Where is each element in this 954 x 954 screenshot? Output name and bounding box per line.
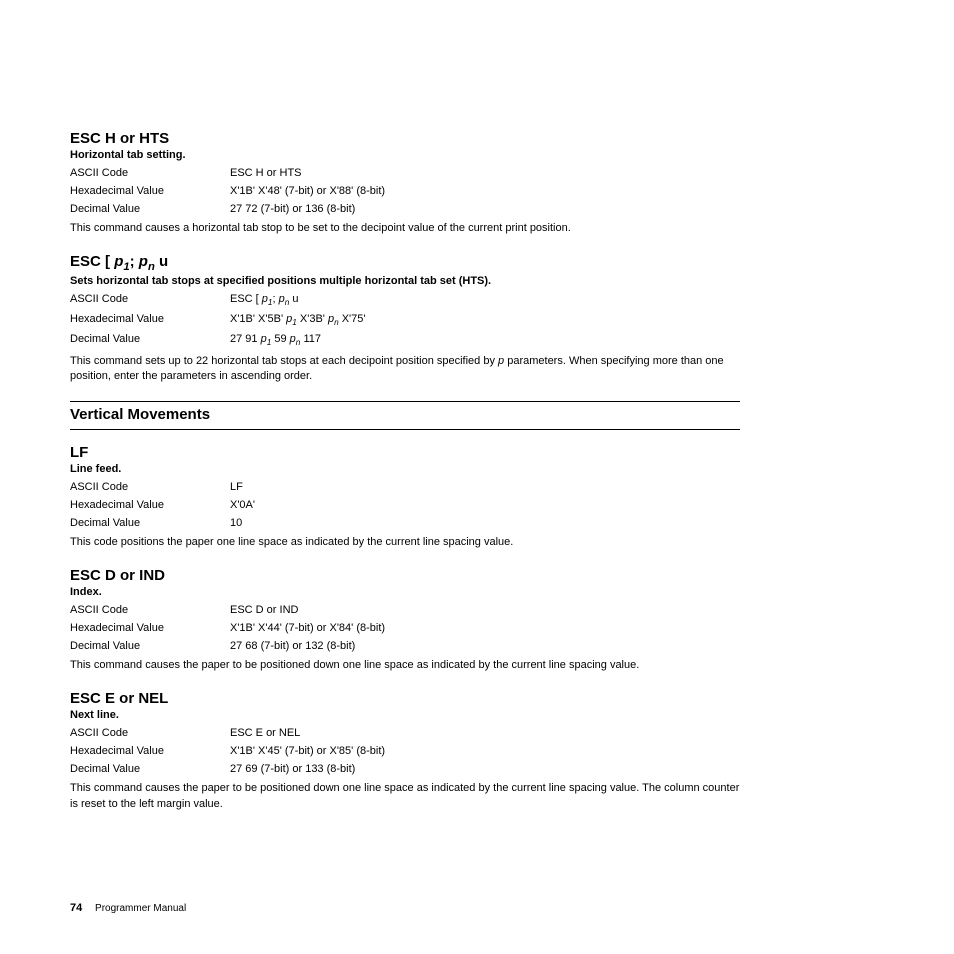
code-row: ASCII CodeESC H or HTS [70, 167, 884, 179]
command-entry: ESC D or INDIndex.ASCII CodeESC D or IND… [70, 567, 884, 674]
code-value: 27 69 (7-bit) or 133 (8-bit) [230, 763, 884, 775]
code-value: 27 72 (7-bit) or 136 (8-bit) [230, 203, 884, 215]
code-label: Decimal Value [70, 640, 230, 652]
code-row: ASCII CodeESC D or IND [70, 604, 884, 616]
code-value: ESC [ p1; pn u [230, 293, 884, 307]
code-row: Hexadecimal ValueX'1B' X'45' (7-bit) or … [70, 745, 884, 757]
section-heading: Vertical Movements [70, 406, 210, 423]
code-label: ASCII Code [70, 167, 230, 179]
code-value: X'1B' X'45' (7-bit) or X'85' (8-bit) [230, 745, 884, 757]
doc-title: Programmer Manual [95, 903, 186, 914]
command-title: ESC [ p1; pn u [70, 253, 884, 273]
command-entry: ESC E or NELNext line.ASCII CodeESC E or… [70, 690, 884, 813]
command-description: This command causes the paper to be posi… [70, 781, 740, 813]
command-description: This code positions the paper one line s… [70, 535, 740, 551]
code-row: Hexadecimal ValueX'1B' X'44' (7-bit) or … [70, 622, 884, 634]
code-value: X'0A' [230, 499, 884, 511]
command-subtitle: Next line. [70, 709, 884, 721]
command-title: LF [70, 444, 884, 461]
section-divider: Vertical Movements [70, 401, 740, 430]
code-row: Decimal Value10 [70, 517, 884, 529]
command-description: This command causes a horizontal tab sto… [70, 221, 740, 237]
code-label: Decimal Value [70, 203, 230, 215]
code-label: Hexadecimal Value [70, 313, 230, 327]
code-row: ASCII CodeLF [70, 481, 884, 493]
code-label: Decimal Value [70, 333, 230, 347]
code-row: Decimal Value27 68 (7-bit) or 132 (8-bit… [70, 640, 884, 652]
code-value: ESC E or NEL [230, 727, 884, 739]
command-description: This command causes the paper to be posi… [70, 658, 740, 674]
code-label: Decimal Value [70, 763, 230, 775]
code-label: Hexadecimal Value [70, 185, 230, 197]
code-value: 10 [230, 517, 884, 529]
code-row: Decimal Value27 91 p1 59 pn 117 [70, 333, 884, 347]
code-label: ASCII Code [70, 727, 230, 739]
command-entry: ESC [ p1; pn u Sets horizontal tab stops … [70, 253, 884, 385]
code-value: 27 68 (7-bit) or 132 (8-bit) [230, 640, 884, 652]
code-row: ASCII CodeESC [ p1; pn u [70, 293, 884, 307]
code-value: LF [230, 481, 884, 493]
code-value: X'1B' X'48' (7-bit) or X'88' (8-bit) [230, 185, 884, 197]
code-value: X'1B' X'5B' p1 X'3B' pn X'75' [230, 313, 884, 327]
code-row: Hexadecimal ValueX'0A' [70, 499, 884, 511]
code-label: Hexadecimal Value [70, 499, 230, 511]
code-label: Hexadecimal Value [70, 745, 230, 757]
command-subtitle: Horizontal tab setting. [70, 149, 884, 161]
command-title: ESC E or NEL [70, 690, 884, 707]
page-footer: 74 Programmer Manual [70, 902, 186, 914]
page-number: 74 [70, 902, 82, 914]
command-subtitle: Line feed. [70, 463, 884, 475]
code-label: Decimal Value [70, 517, 230, 529]
code-row: Hexadecimal ValueX'1B' X'48' (7-bit) or … [70, 185, 884, 197]
code-value: ESC H or HTS [230, 167, 884, 179]
code-label: ASCII Code [70, 604, 230, 616]
command-subtitle: Sets horizontal tab stops at specified p… [70, 275, 884, 287]
command-description: This command sets up to 22 horizontal ta… [70, 354, 740, 386]
code-row: Decimal Value27 72 (7-bit) or 136 (8-bit… [70, 203, 884, 215]
command-subtitle: Index. [70, 586, 884, 598]
code-value: X'1B' X'44' (7-bit) or X'84' (8-bit) [230, 622, 884, 634]
code-row: ASCII CodeESC E or NEL [70, 727, 884, 739]
code-label: ASCII Code [70, 481, 230, 493]
command-title: ESC H or HTS [70, 130, 884, 147]
code-label: Hexadecimal Value [70, 622, 230, 634]
code-value: 27 91 p1 59 pn 117 [230, 333, 884, 347]
page: ESC H or HTS Horizontal tab setting. ASCII… [0, 0, 954, 954]
command-entry: LFLine feed.ASCII CodeLFHexadecimal Valu… [70, 444, 884, 551]
command-title: ESC D or IND [70, 567, 884, 584]
code-row: Hexadecimal ValueX'1B' X'5B' p1 X'3B' pn… [70, 313, 884, 327]
entry-group-2: LFLine feed.ASCII CodeLFHexadecimal Valu… [70, 444, 884, 813]
code-value: ESC D or IND [230, 604, 884, 616]
command-entry: ESC H or HTS Horizontal tab setting. ASCII… [70, 130, 884, 237]
entry-group-1: ESC H or HTS Horizontal tab setting. ASCII… [70, 130, 884, 385]
code-row: Decimal Value27 69 (7-bit) or 133 (8-bit… [70, 763, 884, 775]
code-label: ASCII Code [70, 293, 230, 307]
